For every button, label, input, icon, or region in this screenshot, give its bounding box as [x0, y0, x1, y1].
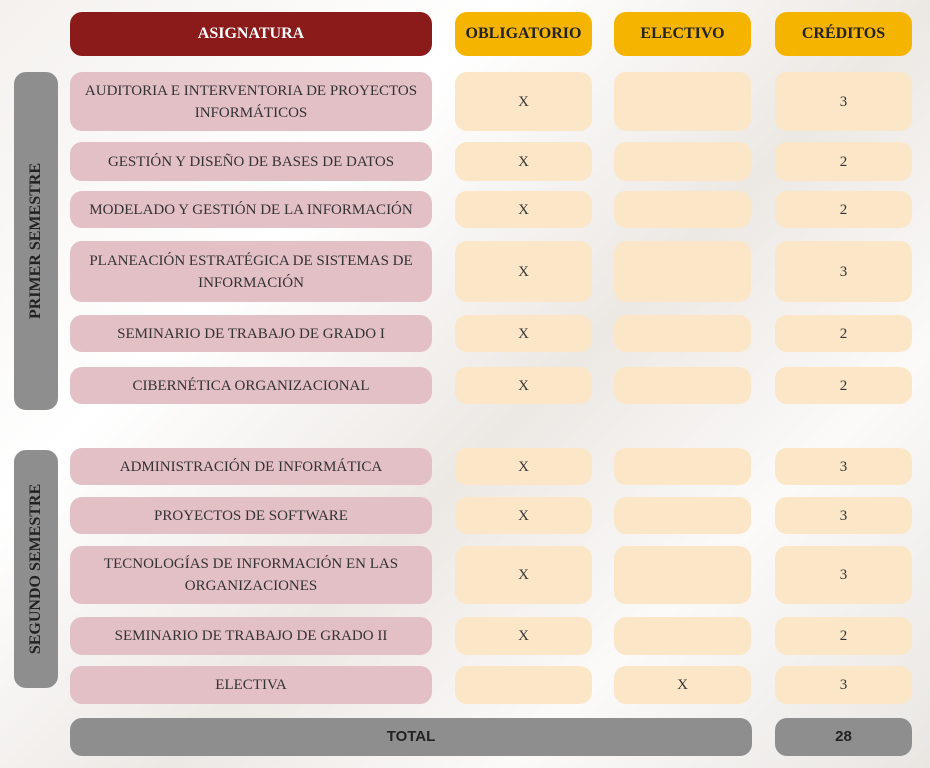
- cell: X: [455, 241, 592, 302]
- subject: PLANEACIÓN ESTRATÉGICA DE SISTEMAS DE IN…: [70, 241, 432, 302]
- cell: X: [455, 191, 592, 228]
- semester-label: PRIMER SEMESTRE: [14, 72, 58, 410]
- cell: X: [455, 72, 592, 131]
- subject: TECNOLOGÍAS DE INFORMACIÓN EN LAS ORGANI…: [70, 546, 432, 604]
- column-header: ASIGNATURA: [70, 12, 432, 56]
- subject: ELECTIVA: [70, 666, 432, 704]
- cell: 3: [775, 497, 912, 534]
- subject: SEMINARIO DE TRABAJO DE GRADO II: [70, 617, 432, 655]
- column-header: OBLIGATORIO: [455, 12, 592, 56]
- cell: [455, 666, 592, 704]
- subject: PROYECTOS DE SOFTWARE: [70, 497, 432, 534]
- cell: 2: [775, 617, 912, 655]
- cell: [614, 497, 751, 534]
- cell: 3: [775, 666, 912, 704]
- cell: 2: [775, 142, 912, 181]
- cell: X: [455, 142, 592, 181]
- cell: [614, 191, 751, 228]
- total-value: 28: [775, 718, 912, 756]
- subject: MODELADO Y GESTIÓN DE LA INFORMACIÓN: [70, 191, 432, 228]
- semester-label: SEGUNDO SEMESTRE: [14, 450, 58, 688]
- subject: CIBERNÉTICA ORGANIZACIONAL: [70, 367, 432, 404]
- cell: 2: [775, 315, 912, 352]
- subject: ADMINISTRACIÓN DE INFORMÁTICA: [70, 448, 432, 485]
- cell: X: [455, 617, 592, 655]
- subject: AUDITORIA E INTERVENTORIA DE PROYECTOS I…: [70, 72, 432, 131]
- cell: [614, 72, 751, 131]
- cell: X: [455, 497, 592, 534]
- subject: SEMINARIO DE TRABAJO DE GRADO I: [70, 315, 432, 352]
- cell: [614, 448, 751, 485]
- column-header: CRÉDITOS: [775, 12, 912, 56]
- cell: 3: [775, 241, 912, 302]
- cell: 2: [775, 191, 912, 228]
- total-label: TOTAL: [70, 718, 752, 756]
- cell: [614, 241, 751, 302]
- cell: X: [455, 315, 592, 352]
- cell: [614, 617, 751, 655]
- cell: [614, 367, 751, 404]
- cell: [614, 142, 751, 181]
- cell: 3: [775, 72, 912, 131]
- subject: GESTIÓN Y DISEÑO DE BASES DE DATOS: [70, 142, 432, 181]
- cell: 3: [775, 448, 912, 485]
- cell: 2: [775, 367, 912, 404]
- cell: 3: [775, 546, 912, 604]
- cell: X: [455, 448, 592, 485]
- semester-text: SEGUNDO SEMESTRE: [27, 483, 44, 655]
- column-header: ELECTIVO: [614, 12, 751, 56]
- cell: X: [455, 546, 592, 604]
- semester-text: PRIMER SEMESTRE: [27, 162, 44, 320]
- cell: [614, 546, 751, 604]
- cell: [614, 315, 751, 352]
- cell: X: [455, 367, 592, 404]
- cell: X: [614, 666, 751, 704]
